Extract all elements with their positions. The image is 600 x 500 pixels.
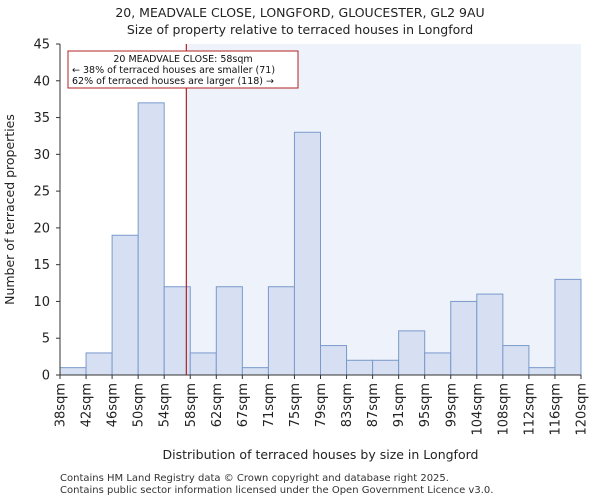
x-tick-label: 83sqm [340,383,355,427]
bar-116sqm [554,278,582,376]
y-axis-ticks: 0 5 10 15 20 25 30 35 40 45 [33,38,60,384]
bar-50sqm [137,102,165,376]
x-tick-label: 95sqm [418,383,433,427]
y-axis-label: Number of terraced properties [2,114,17,305]
x-tick-label: 99sqm [444,383,459,427]
y-tick-label: 10 [33,295,50,310]
bar-87sqm [372,359,400,376]
x-tick-label: 62sqm [210,383,225,427]
bar-79sqm [320,345,348,376]
footer-licence: Contains public sector information licen… [60,485,494,496]
x-tick-label: 54sqm [158,383,173,427]
y-tick-label: 30 [33,148,50,163]
y-tick-label: 20 [33,221,50,236]
bar-75sqm [293,131,322,376]
y-tick-label: 35 [33,111,50,126]
annotation-line-2: ← 38% of terraced houses are smaller (71… [72,65,275,76]
x-tick-label: 67sqm [236,383,251,427]
bar-108sqm [502,345,530,376]
x-tick-label: 75sqm [288,383,303,427]
bar-91sqm [398,330,426,376]
x-tick-label: 42sqm [80,383,95,427]
x-tick-label: 87sqm [366,383,381,427]
x-tick-label: 91sqm [392,383,407,427]
bar-83sqm [346,359,374,376]
bar-95sqm [424,352,452,376]
bar-67sqm [241,367,269,376]
x-axis-ticks: 38sqm 42sqm 46sqm 50sqm 54sqm 58sqm 62sqm 67sqm… [54,375,590,436]
y-tick-label: 45 [33,38,50,53]
x-tick-label: 38sqm [54,383,69,427]
chart-subtitle: Size of property relative to terraced ho… [126,22,474,37]
annotation-line-3: 62% of terraced houses are larger (118) … [72,76,274,87]
x-tick-label: 112sqm [522,383,537,436]
bar-38sqm [59,367,87,376]
annotation-box [67,50,299,89]
chart-title: 20, MEADVALE CLOSE, LONGFORD, GLOUCESTER… [115,5,485,20]
x-tick-label: 104sqm [470,383,485,436]
bar-71sqm [267,286,295,376]
bar-42sqm [85,352,113,376]
x-tick-label: 46sqm [106,383,121,427]
y-tick-label: 0 [42,369,50,384]
bar-104sqm [476,293,504,376]
x-tick-label: 120sqm [575,383,590,436]
y-tick-label: 40 [33,74,50,89]
x-tick-label: 71sqm [262,383,277,427]
x-tick-label: 58sqm [184,383,199,427]
footer-copyright: Contains HM Land Registry data © Crown c… [60,473,449,484]
bar-46sqm [111,234,139,376]
bar-58sqm [189,352,217,376]
x-tick-label: 116sqm [548,383,563,436]
x-tick-label: 108sqm [496,383,511,436]
y-tick-label: 5 [42,332,50,347]
x-axis-label: Distribution of terraced houses by size … [163,447,479,462]
y-tick-label: 25 [33,185,50,200]
bars-group [59,102,582,376]
y-tick-label: 15 [33,258,50,273]
bar-99sqm [450,300,478,376]
x-tick-label: 50sqm [132,383,147,427]
bar-62sqm [215,286,243,376]
highlight-region [186,44,581,375]
annotation-line-1: 20 MEADVALE CLOSE: 58sqm [113,54,252,65]
bar-112sqm [528,367,556,376]
x-tick-label: 79sqm [314,383,329,427]
